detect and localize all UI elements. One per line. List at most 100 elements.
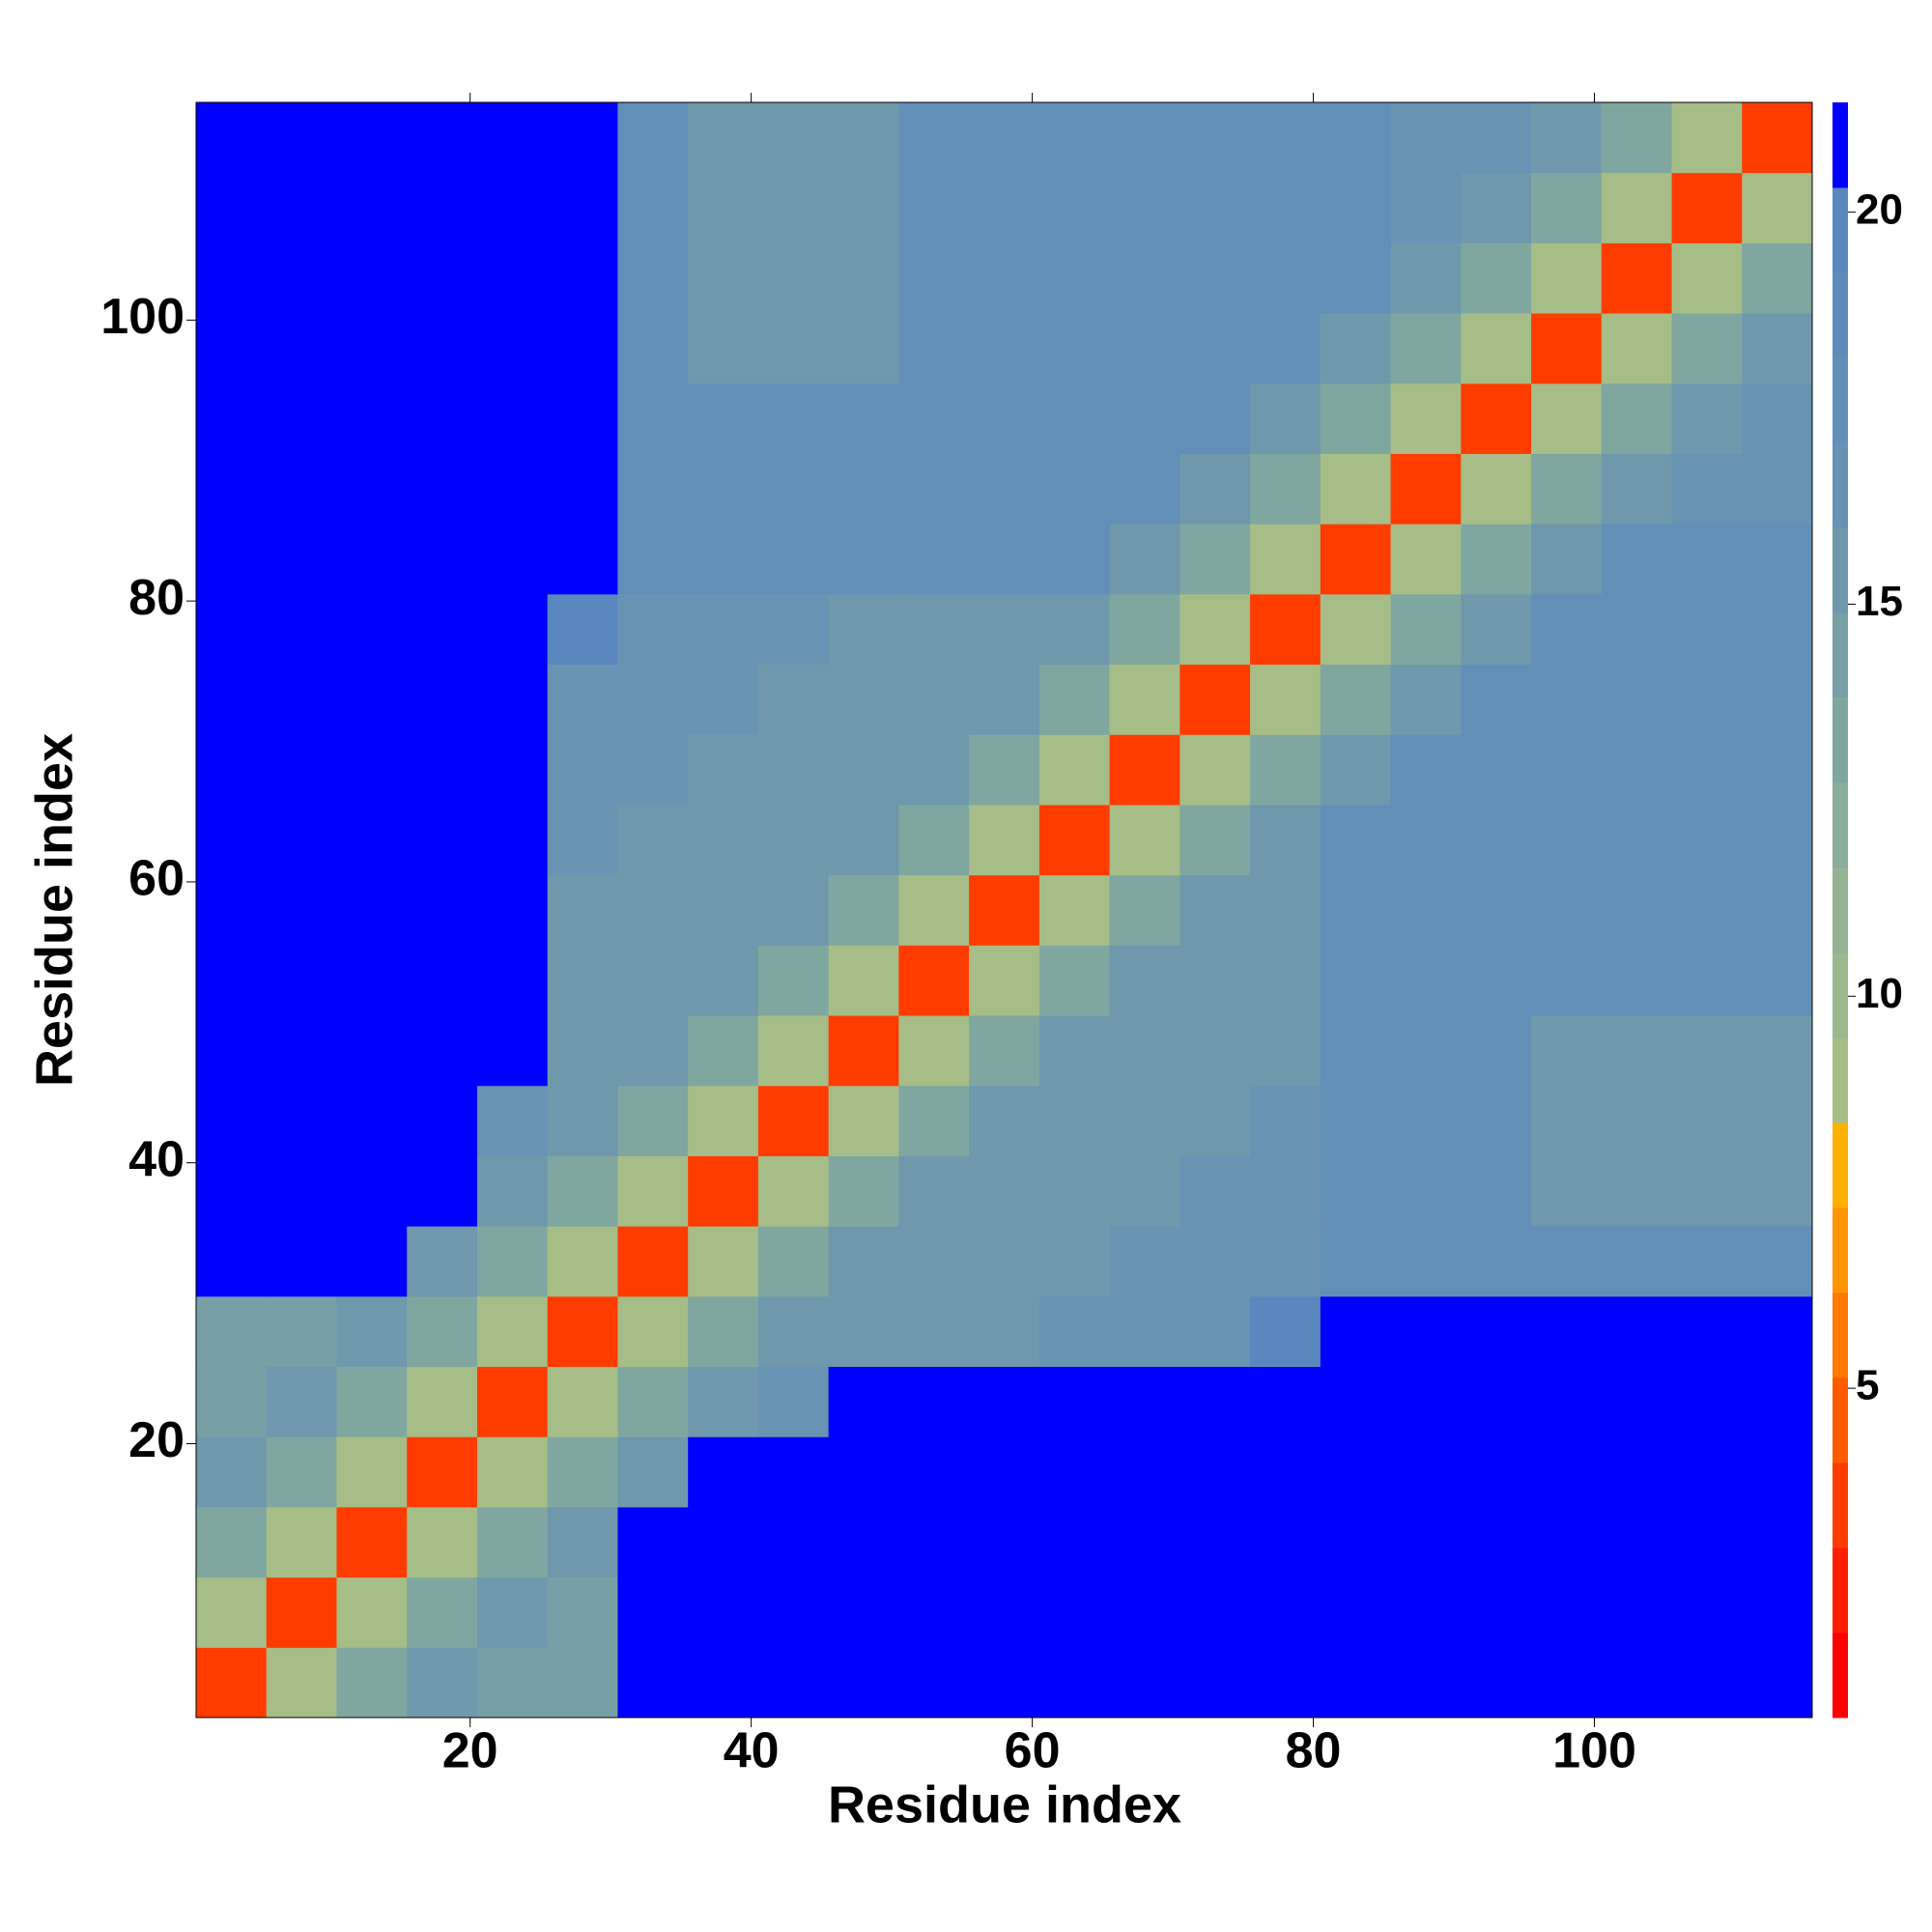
heatmap-cell <box>1179 1436 1251 1508</box>
heatmap-cell <box>407 453 478 525</box>
heatmap-cell <box>969 313 1040 384</box>
colorbar-step <box>1833 1548 1848 1634</box>
heatmap-cell <box>1179 1226 1251 1297</box>
heatmap-cell <box>1109 664 1180 735</box>
heatmap-cell <box>1320 102 1392 174</box>
heatmap-cell <box>617 1506 689 1578</box>
heatmap-cell <box>196 945 268 1016</box>
heatmap-cell <box>1038 1436 1111 1508</box>
heatmap-cell <box>336 874 408 946</box>
heatmap-cell <box>617 1085 689 1156</box>
heatmap-cell <box>547 453 618 525</box>
heatmap-cell <box>1531 1647 1603 1719</box>
heatmap-cell <box>617 1577 689 1648</box>
heatmap-cell <box>688 593 759 666</box>
heatmap-cell <box>336 242 408 314</box>
heatmap-cell <box>336 1647 408 1719</box>
heatmap-cell <box>1320 1226 1392 1297</box>
heatmap-cell <box>196 734 268 806</box>
heatmap-cell <box>266 102 337 174</box>
heatmap-cell <box>1109 1295 1180 1368</box>
colorbar-step <box>1833 1122 1848 1208</box>
heatmap-cell <box>547 1647 618 1719</box>
heatmap-cell <box>1179 453 1251 525</box>
heatmap-cell <box>1320 804 1392 876</box>
heatmap-cell <box>1461 1647 1532 1719</box>
heatmap-cell <box>757 313 830 384</box>
colorbar-step <box>1833 1633 1848 1719</box>
heatmap-cell <box>1390 1295 1462 1368</box>
heatmap-cell <box>196 1577 268 1648</box>
heatmap-cell <box>1461 1577 1532 1648</box>
heatmap-cell <box>1742 1226 1813 1297</box>
heatmap-cell <box>407 1577 478 1648</box>
heatmap-cell <box>1601 1577 1673 1648</box>
colorbar-step <box>1833 1208 1848 1293</box>
heatmap-cell <box>1320 1436 1392 1508</box>
heatmap-cell <box>898 313 970 384</box>
heatmap-cell <box>476 1085 549 1156</box>
heatmap-cell <box>757 453 830 525</box>
heatmap-cell <box>969 945 1040 1016</box>
heatmap-cell <box>196 804 268 876</box>
heatmap-cell <box>1250 313 1321 384</box>
heatmap-cell <box>266 242 337 314</box>
heatmap-cell <box>617 1366 689 1437</box>
colorbar-step <box>1833 527 1848 613</box>
heatmap-cell <box>1531 1366 1603 1437</box>
heatmap-cell <box>898 1015 970 1087</box>
heatmap-cell <box>1320 1295 1392 1368</box>
heatmap-cell <box>336 804 408 876</box>
heatmap-cell <box>828 1015 899 1087</box>
heatmap-cell <box>898 664 970 735</box>
heatmap-cell <box>898 242 970 314</box>
heatmap-cell <box>407 1015 478 1087</box>
heatmap-cell <box>1671 383 1743 454</box>
heatmap-cell <box>1461 874 1532 946</box>
heatmap-cell <box>336 1085 408 1156</box>
heatmap-cell <box>1671 102 1743 174</box>
heatmap-cell <box>476 1295 549 1368</box>
heatmap-cell <box>1038 1647 1111 1719</box>
heatmap-cell <box>1390 1647 1462 1719</box>
heatmap-cell <box>1320 1015 1392 1087</box>
heatmap-cell <box>1671 1647 1743 1719</box>
heatmap-cell <box>196 524 268 595</box>
heatmap-cell <box>1390 313 1462 384</box>
heatmap-cell <box>1250 102 1321 174</box>
heatmap-cell <box>1390 1226 1462 1297</box>
heatmap-cell <box>1531 1155 1603 1227</box>
heatmap-cell <box>1531 1436 1603 1508</box>
heatmap-cell <box>1742 383 1813 454</box>
heatmap-cell <box>898 1085 970 1156</box>
heatmap-cell <box>336 734 408 806</box>
heatmap-cell <box>1390 383 1462 454</box>
colorbar-tick-label: 15 <box>1856 578 1903 625</box>
heatmap-cell <box>898 102 970 174</box>
heatmap-cell <box>617 1015 689 1087</box>
heatmap-cell <box>1531 734 1603 806</box>
heatmap-cell <box>1250 1506 1321 1578</box>
heatmap-cell <box>1601 1295 1673 1368</box>
heatmap-cell <box>266 1506 337 1578</box>
heatmap-cell <box>1038 1085 1111 1156</box>
heatmap-cell <box>336 1015 408 1087</box>
heatmap-cell <box>1109 242 1180 314</box>
heatmap-cell <box>828 102 899 174</box>
heatmap-cell <box>969 172 1040 243</box>
heatmap-cell <box>407 172 478 243</box>
heatmap-cell <box>1461 664 1532 735</box>
heatmap-cell <box>969 1015 1040 1087</box>
heatmap-cell <box>1601 1226 1673 1297</box>
heatmap-cell <box>1461 1155 1532 1227</box>
heatmap-cell <box>969 102 1040 174</box>
heatmap-cell <box>1109 1436 1180 1508</box>
heatmap-cell <box>617 453 689 525</box>
heatmap-cell <box>407 1506 478 1578</box>
heatmap-cell <box>1742 453 1813 525</box>
heatmap-cell <box>1320 1085 1392 1156</box>
heatmap-cell <box>1601 172 1673 243</box>
heatmap-cell <box>476 874 549 946</box>
heatmap-cell <box>969 664 1040 735</box>
heatmap-cell <box>969 734 1040 806</box>
